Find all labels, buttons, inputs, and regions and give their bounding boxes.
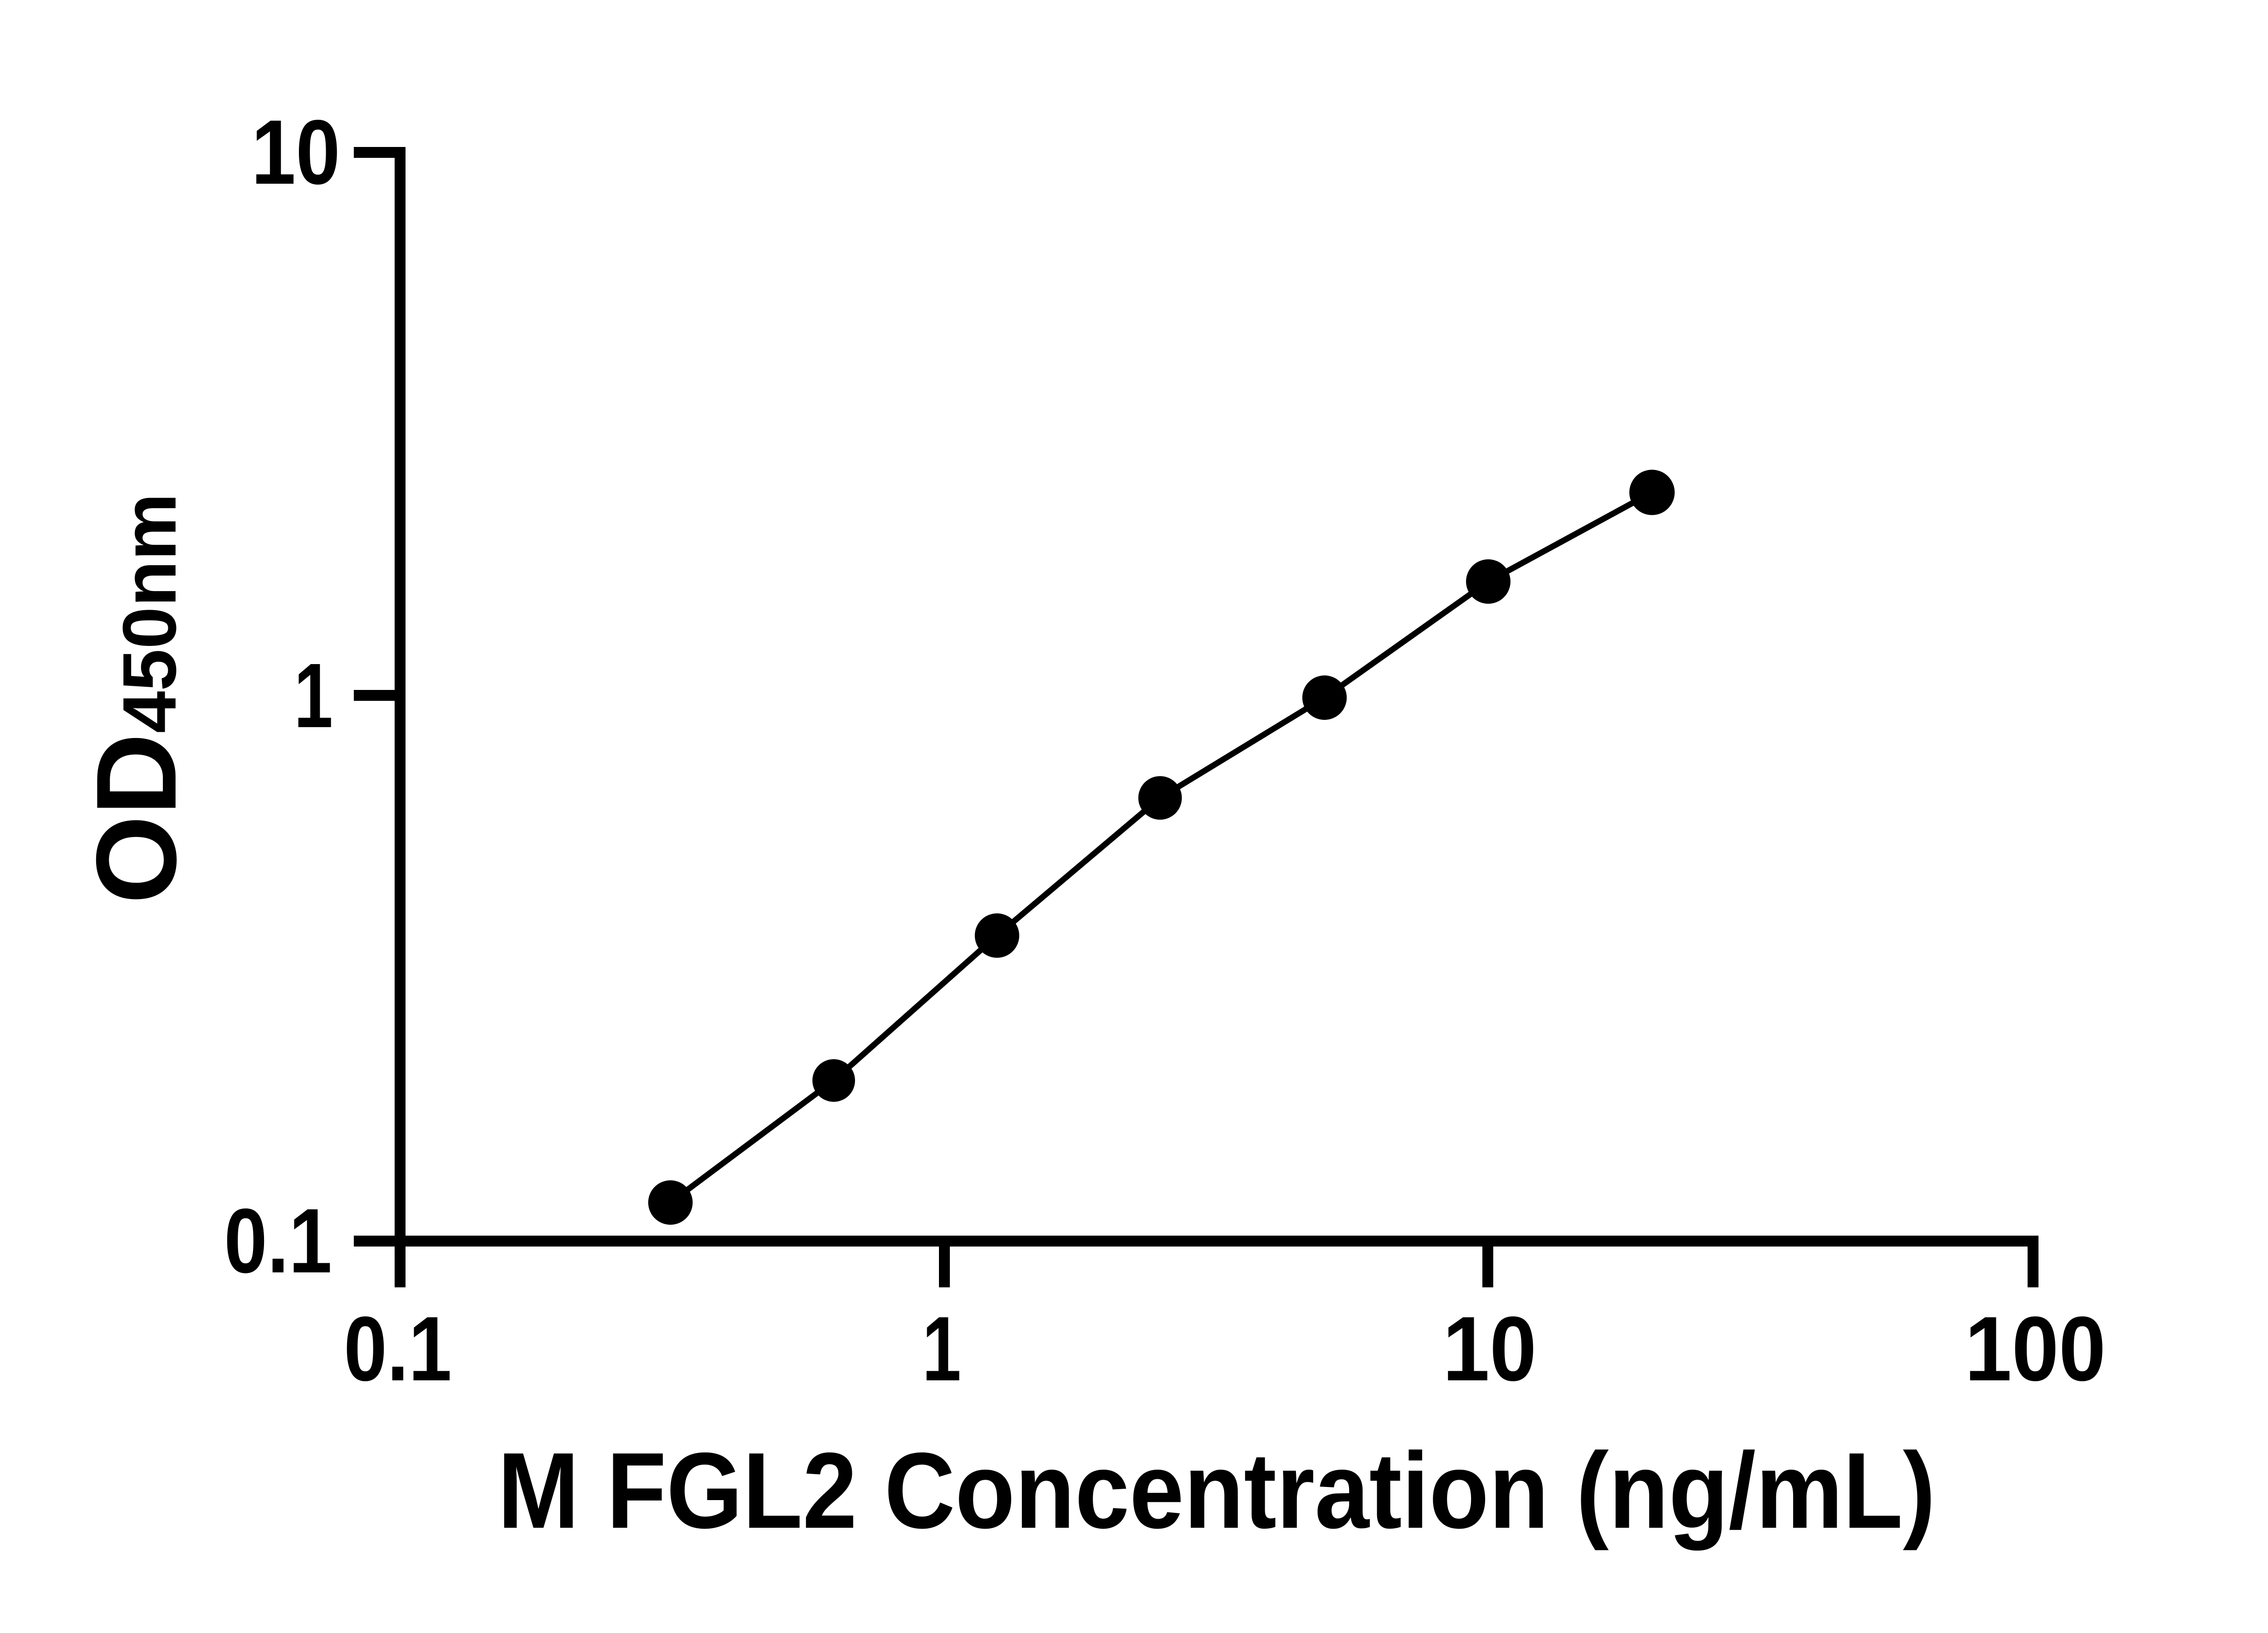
svg-text:1: 1: [294, 644, 333, 747]
svg-text:100: 100: [1965, 1297, 2106, 1400]
svg-text:1: 1: [922, 1297, 961, 1400]
svg-text:10: 10: [251, 101, 340, 203]
svg-text:OD450nm: OD450nm: [73, 493, 200, 904]
svg-text:0.1: 0.1: [224, 1189, 332, 1292]
svg-text:0.1: 0.1: [344, 1297, 452, 1400]
svg-text:M FGL2 Concentration (ng/mL): M FGL2 Concentration (ng/mL): [498, 1431, 1936, 1551]
svg-text:10: 10: [1443, 1297, 1537, 1400]
